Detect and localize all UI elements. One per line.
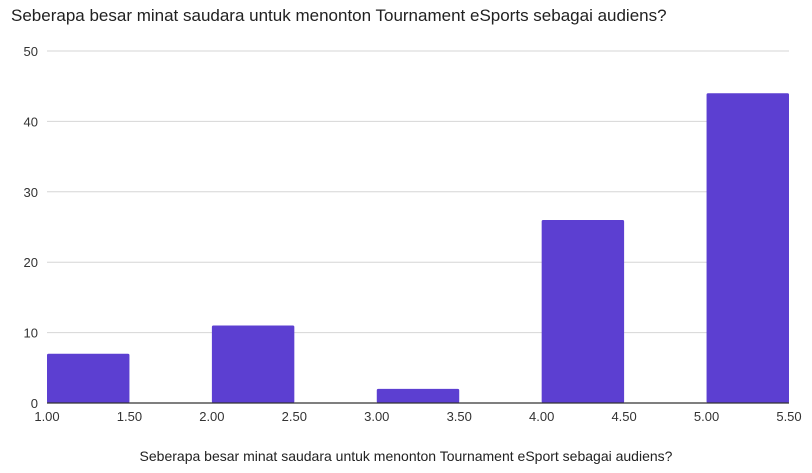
x-axis-title: Seberapa besar minat saudara untuk menon… [139,448,673,464]
x-tick-label: 2.00 [199,409,224,424]
y-tick-label: 0 [31,396,38,411]
x-tick-label: 3.50 [447,409,472,424]
x-tick-label: 4.50 [611,409,636,424]
histogram-bar [47,353,130,403]
x-tick-label: 4.00 [529,409,554,424]
histogram-bar [706,93,789,404]
y-tick-label: 20 [24,255,38,270]
y-tick-label: 50 [24,44,38,59]
x-tick-label: 3.00 [364,409,389,424]
histogram-bar [541,219,625,403]
x-tick-label: 1.00 [34,409,59,424]
x-tick-label: 5.00 [694,409,719,424]
y-tick-label: 30 [24,185,38,200]
y-tick-label: 40 [24,114,38,129]
x-tick-label: 2.50 [282,409,307,424]
histogram-bar [211,325,295,403]
x-tick-label: 1.50 [117,409,142,424]
chart-title: Seberapa besar minat saudara untuk menon… [11,6,667,25]
x-tick-label: 5.50 [776,409,801,424]
y-tick-label: 10 [24,326,38,341]
histogram-bar [376,388,460,403]
